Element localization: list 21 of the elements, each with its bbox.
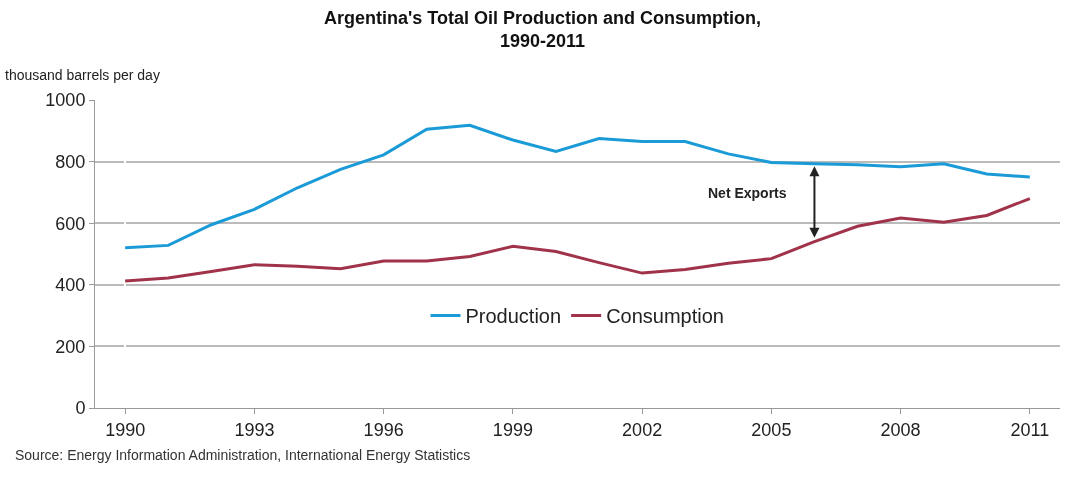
legend-label: Production [465, 305, 562, 328]
y-axis-title: thousand barrels per day [5, 67, 160, 83]
y-tick-label: 1000 [45, 90, 86, 111]
x-tick-label: 2002 [622, 419, 663, 440]
x-tick-label: 1999 [492, 419, 533, 440]
x-tick-label: 2011 [1010, 419, 1050, 440]
y-tick-label: 400 [55, 275, 86, 296]
x-tick-label: 1996 [363, 419, 404, 440]
source-note: Source: Energy Information Administration, International Energy Statistics [15, 447, 471, 463]
x-tick-label: 2008 [880, 419, 921, 440]
x-tick-label: 1990 [105, 419, 146, 440]
annotation: Net Exports [708, 185, 787, 201]
y-tick-label: 800 [55, 151, 86, 172]
x-tick-label: 1993 [234, 419, 275, 440]
chart-title: Argentina's Total Oil Production and Consumption, 1990-2011 [324, 7, 761, 52]
y-tick-label: 200 [55, 336, 86, 357]
line-series [123, 123, 1032, 250]
legend-label: Consumption [606, 305, 724, 328]
y-tick-label: 600 [55, 213, 86, 234]
y-tick-label: 0 [75, 398, 86, 419]
x-tick-label: 2005 [751, 419, 792, 440]
